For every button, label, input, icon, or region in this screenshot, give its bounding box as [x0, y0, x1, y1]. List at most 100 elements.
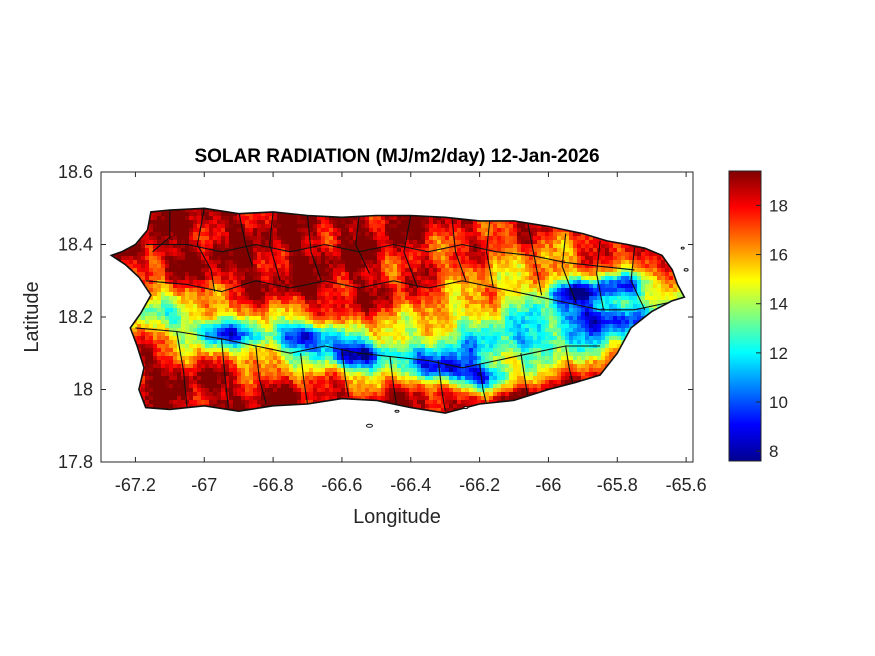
heatmap-cell [349, 324, 354, 329]
heatmap-cell [417, 312, 422, 317]
heatmap-cell [385, 380, 390, 385]
heatmap-cell [437, 356, 442, 361]
heatmap-cell [209, 264, 214, 269]
heatmap-cell [209, 316, 214, 321]
heatmap-cell [393, 388, 398, 393]
heatmap-cell [321, 216, 326, 221]
heatmap-cell [273, 252, 278, 257]
heatmap-cell [337, 316, 342, 321]
heatmap-cell [221, 288, 226, 293]
heatmap-cell [165, 392, 170, 397]
heatmap-cell [321, 348, 326, 353]
heatmap-cell [321, 376, 326, 381]
heatmap-cell [153, 260, 158, 265]
heatmap-cell [201, 384, 206, 389]
heatmap-cell [373, 372, 378, 377]
heatmap-cell [157, 352, 162, 357]
heatmap-cell [417, 340, 422, 345]
heatmap-cell [233, 388, 238, 393]
heatmap-cell [281, 336, 286, 341]
heatmap-cell [245, 344, 250, 349]
heatmap-cell [309, 308, 314, 313]
heatmap-cell [309, 216, 314, 221]
heatmap-cell [221, 264, 226, 269]
heatmap-cell [325, 308, 330, 313]
heatmap-cell [205, 300, 210, 305]
heatmap-cell [145, 280, 150, 285]
heatmap-cell [265, 348, 270, 353]
heatmap-cell [361, 352, 366, 357]
heatmap-cell [321, 340, 326, 345]
heatmap-cell [169, 392, 174, 397]
heatmap-cell [137, 340, 142, 345]
heatmap-cell [413, 344, 418, 349]
heatmap-cell [193, 336, 198, 341]
heatmap-cell [209, 348, 214, 353]
heatmap-cell [417, 236, 422, 241]
heatmap-cell [433, 344, 438, 349]
heatmap-cell [313, 220, 318, 225]
heatmap-cell [169, 304, 174, 309]
heatmap-cell [417, 216, 422, 221]
heatmap-cell [141, 360, 146, 365]
heatmap-cell [229, 328, 234, 333]
heatmap-cell [253, 324, 258, 329]
heatmap-cell [285, 236, 290, 241]
heatmap-cell [173, 312, 178, 317]
heatmap-cell [225, 380, 230, 385]
heatmap-cell [165, 240, 170, 245]
heatmap-cell [173, 396, 178, 401]
heatmap-cell [313, 324, 318, 329]
heatmap-cell [401, 328, 406, 333]
heatmap-cell [217, 224, 222, 229]
heatmap-cell [437, 232, 442, 237]
heatmap-cell [441, 320, 446, 325]
heatmap-cell [141, 384, 146, 389]
heatmap-cell [401, 336, 406, 341]
heatmap-cell [157, 384, 162, 389]
heatmap-cell [205, 212, 210, 217]
heatmap-cell [277, 296, 282, 301]
heatmap-cell [381, 228, 386, 233]
heatmap-cell [301, 400, 306, 405]
heatmap-cell [269, 360, 274, 365]
heatmap-cell [281, 228, 286, 233]
heatmap-cell [161, 228, 166, 233]
heatmap-cell [161, 244, 166, 249]
heatmap-cell [417, 300, 422, 305]
heatmap-cell [369, 328, 374, 333]
heatmap-cell [365, 240, 370, 245]
heatmap-cell [245, 224, 250, 229]
heatmap-cell [249, 248, 254, 253]
heatmap-cell [213, 400, 218, 405]
heatmap-cell [393, 240, 398, 245]
heatmap-cell [157, 360, 162, 365]
heatmap-cell [373, 376, 378, 381]
heatmap-cell [261, 268, 266, 273]
heatmap-cell [425, 308, 430, 313]
heatmap-cell [437, 248, 442, 253]
heatmap-cell [445, 356, 450, 361]
heatmap-cell [273, 296, 278, 301]
heatmap-cell [233, 352, 238, 357]
heatmap-cell [309, 256, 314, 261]
heatmap-cell [409, 288, 414, 293]
heatmap-cell [289, 308, 294, 313]
heatmap-cell [257, 392, 262, 397]
heatmap-cell [441, 316, 446, 321]
heatmap-cell [389, 308, 394, 313]
heatmap-cell [293, 228, 298, 233]
heatmap-cell [197, 216, 202, 221]
heatmap-cell [217, 228, 222, 233]
heatmap-cell [217, 244, 222, 249]
heatmap-cell [401, 224, 406, 229]
heatmap-cell [205, 320, 210, 325]
heatmap-cell [405, 400, 410, 405]
heatmap-cell [165, 332, 170, 337]
heatmap-cell [197, 352, 202, 357]
heatmap-cell [361, 300, 366, 305]
heatmap-cell [149, 300, 154, 305]
heatmap-cell [273, 212, 278, 217]
heatmap-cell [317, 392, 322, 397]
heatmap-cell [365, 300, 370, 305]
